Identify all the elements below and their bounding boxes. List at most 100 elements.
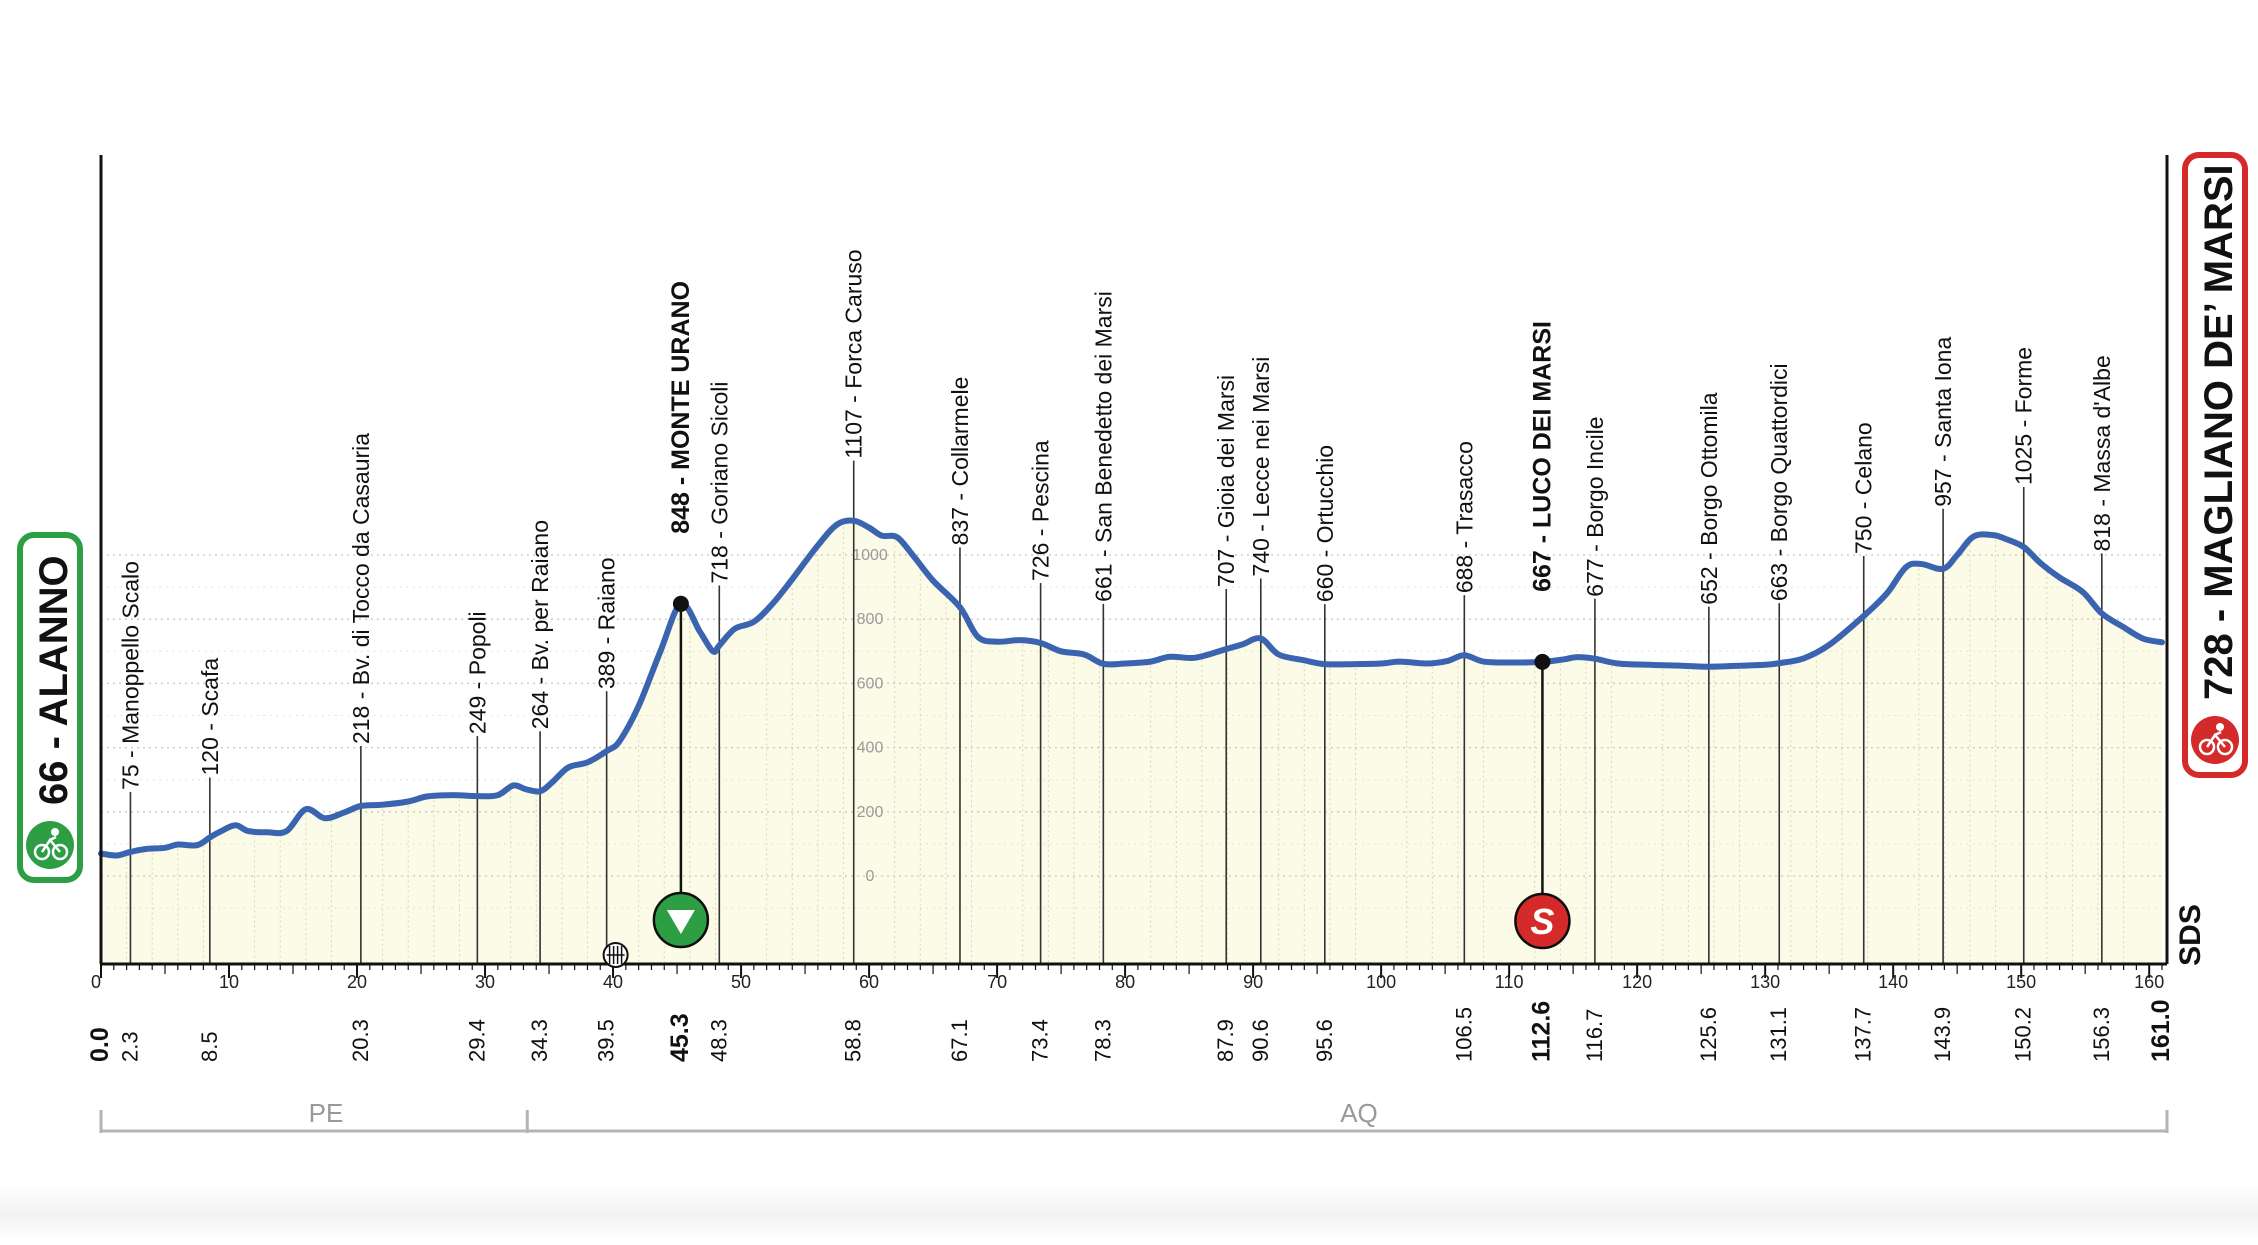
x-tick-label: 120 [1622, 972, 1652, 992]
waypoint-label: 707 - Gioia dei Marsi [1213, 375, 1239, 587]
km-label: 137.7 [1851, 1007, 1876, 1062]
y-tick-label: 200 [857, 804, 884, 821]
x-tick-label: 10 [219, 972, 239, 992]
finish-cyclist-body [2205, 730, 2226, 748]
x-tick-label: 0 [91, 972, 101, 992]
km-label: 45.3 [666, 1013, 694, 1062]
y-tick-label: 400 [857, 740, 884, 757]
waypoint-label: 837 - Collarmele [947, 377, 973, 546]
km-label: 8.5 [197, 1031, 222, 1062]
km-gridlines [126, 527, 2125, 964]
waypoint-label: 688 - Trasacco [1451, 441, 1477, 593]
x-tick-label: 100 [1366, 972, 1396, 992]
x-tick-label: 130 [1750, 972, 1780, 992]
km-label: 156.3 [2089, 1007, 2114, 1062]
x-tick-labels: 0 10 20 30 40 50 60 70 80 90 100 110 120 130 140 150 160 [91, 972, 2164, 992]
waypoint-label: 718 - Goriano Sicoli [706, 382, 732, 584]
waypoint-label: 957 - Santa Iona [1930, 337, 1956, 507]
x-tick-label: 70 [987, 972, 1007, 992]
start-label: 66 - ALANNO [32, 555, 76, 805]
km-label: 58.8 [841, 1019, 866, 1062]
finish-badge-frame [2182, 152, 2248, 778]
start-badge: 66 - ALANNO [17, 532, 83, 883]
km-label: 143.9 [1930, 1007, 1955, 1062]
km-label: 78.3 [1090, 1019, 1115, 1062]
waypoint-label: 75 - Manoppello Scalo [117, 561, 143, 790]
start-cyclist-body [40, 835, 61, 853]
x-tick-label: 150 [2006, 972, 2036, 992]
start-cyclist-wheel [33, 843, 51, 861]
km-label: 112.6 [1527, 1001, 1555, 1062]
profile-fill [101, 520, 2162, 964]
waypoint-label: 389 - Raiano [594, 557, 620, 689]
waypoint-label: 264 - Bv. per Raiano [527, 520, 553, 729]
km-label: 48.3 [706, 1019, 731, 1062]
km-label: 67.1 [947, 1019, 972, 1062]
region-label-pe: PE [309, 1098, 344, 1128]
km-label: 95.6 [1312, 1019, 1337, 1062]
sprint-symbol: S [1530, 901, 1554, 942]
km-label: 150.2 [2011, 1007, 2036, 1062]
start-cyclist-wheel [51, 843, 69, 861]
x-tick-label: 40 [603, 972, 623, 992]
start-cyclist-icon [26, 821, 74, 869]
x-tick-label: 50 [731, 972, 751, 992]
y-tick-label: 0 [866, 868, 875, 885]
finish-cyclist-icon [2191, 716, 2239, 764]
waypoint-label: 750 - Celano [1851, 422, 1877, 554]
start-badge-frame [17, 532, 83, 883]
waypoint-label: 120 - Scafa [197, 658, 223, 776]
waypoint-label: 249 - Popoli [464, 611, 490, 734]
km-label: 106.5 [1451, 1007, 1476, 1062]
km-label: 116.7 [1582, 1009, 1607, 1062]
waypoint-label: 660 - Ortucchio [1312, 445, 1338, 602]
y-tick-label: 600 [857, 675, 884, 692]
km-label: 2.3 [117, 1031, 142, 1062]
km-label: 20.3 [348, 1019, 373, 1062]
climb-summit-dot [672, 595, 689, 612]
waypoint-label: 848 - MONTE URANO [667, 281, 695, 534]
waypoint-label: 726 - Pescina [1028, 440, 1054, 581]
x-tick-label: 90 [1243, 972, 1263, 992]
y-tick-label: 800 [857, 611, 884, 628]
x-tick-label: 110 [1495, 972, 1524, 992]
km-label: 0.0 [86, 1027, 114, 1062]
km-label: 73.4 [1028, 1019, 1053, 1062]
sprint-dot [1534, 653, 1551, 670]
x-tick-label: 20 [347, 972, 367, 992]
x-tick-label: 160 [2134, 972, 2164, 992]
region-brackets: PE AQ [99, 1098, 2169, 1133]
waypoint-label: 667 - LUCO DEI MARSI [1528, 321, 1556, 592]
x-tick-label: 140 [1878, 972, 1908, 992]
waypoint-name-labels: 75 - Manoppello Scalo 120 - Scafa 218 - Bv… [117, 249, 2114, 790]
waypoint-lines [129, 460, 2103, 964]
waypoint-label: 818 - Massa d'Albe [2089, 355, 2115, 551]
finish-label: 728 - MAGLIANO DE’ MARSI [2197, 164, 2241, 700]
region-label-aq: AQ [1340, 1098, 1378, 1128]
waypoint-label: 740 - Lecce nei Marsi [1248, 357, 1274, 577]
waypoint-label: 1107 - Forca Caruso [841, 249, 867, 458]
finish-cyclist-wheel [2198, 738, 2216, 756]
bottom-shadow [0, 1185, 2258, 1240]
sprint-icon [1514, 892, 1571, 950]
km-label: 131.1 [1766, 1007, 1791, 1062]
km-label: 125.6 [1696, 1007, 1721, 1062]
y-tick-label: 1000 [852, 547, 888, 564]
waypoint-km-labels: 0.0 2.3 8.5 20.3 29.4 34.3 39.5 45.3 48.3 58.8 67.… [86, 999, 2175, 1062]
x-tick-label: 80 [1115, 972, 1135, 992]
start-cyclist-head [51, 828, 59, 836]
finish-cyclist-wheel [2216, 738, 2234, 756]
waypoint-label: 652 - Borgo Ottomila [1696, 392, 1722, 604]
brand-logo: SDS [2174, 904, 2207, 966]
km-label: 34.3 [527, 1019, 552, 1062]
waypoint-label: 218 - Bv. di Tocco da Casauria [348, 433, 374, 744]
waypoint-label: 661 - San Benedetto dei Marsi [1090, 291, 1116, 602]
km-label: 87.9 [1213, 1019, 1238, 1062]
x-tick-label: 60 [859, 972, 879, 992]
y-tick-labels: 0 200 400 600 800 1000 [852, 547, 888, 885]
waypoint-label: 663 - Borgo Quattordici [1766, 363, 1792, 601]
waypoint-label: 1025 - Forme [2011, 347, 2037, 485]
km-label: 90.6 [1248, 1019, 1273, 1062]
finish-cyclist-head [2216, 723, 2224, 731]
